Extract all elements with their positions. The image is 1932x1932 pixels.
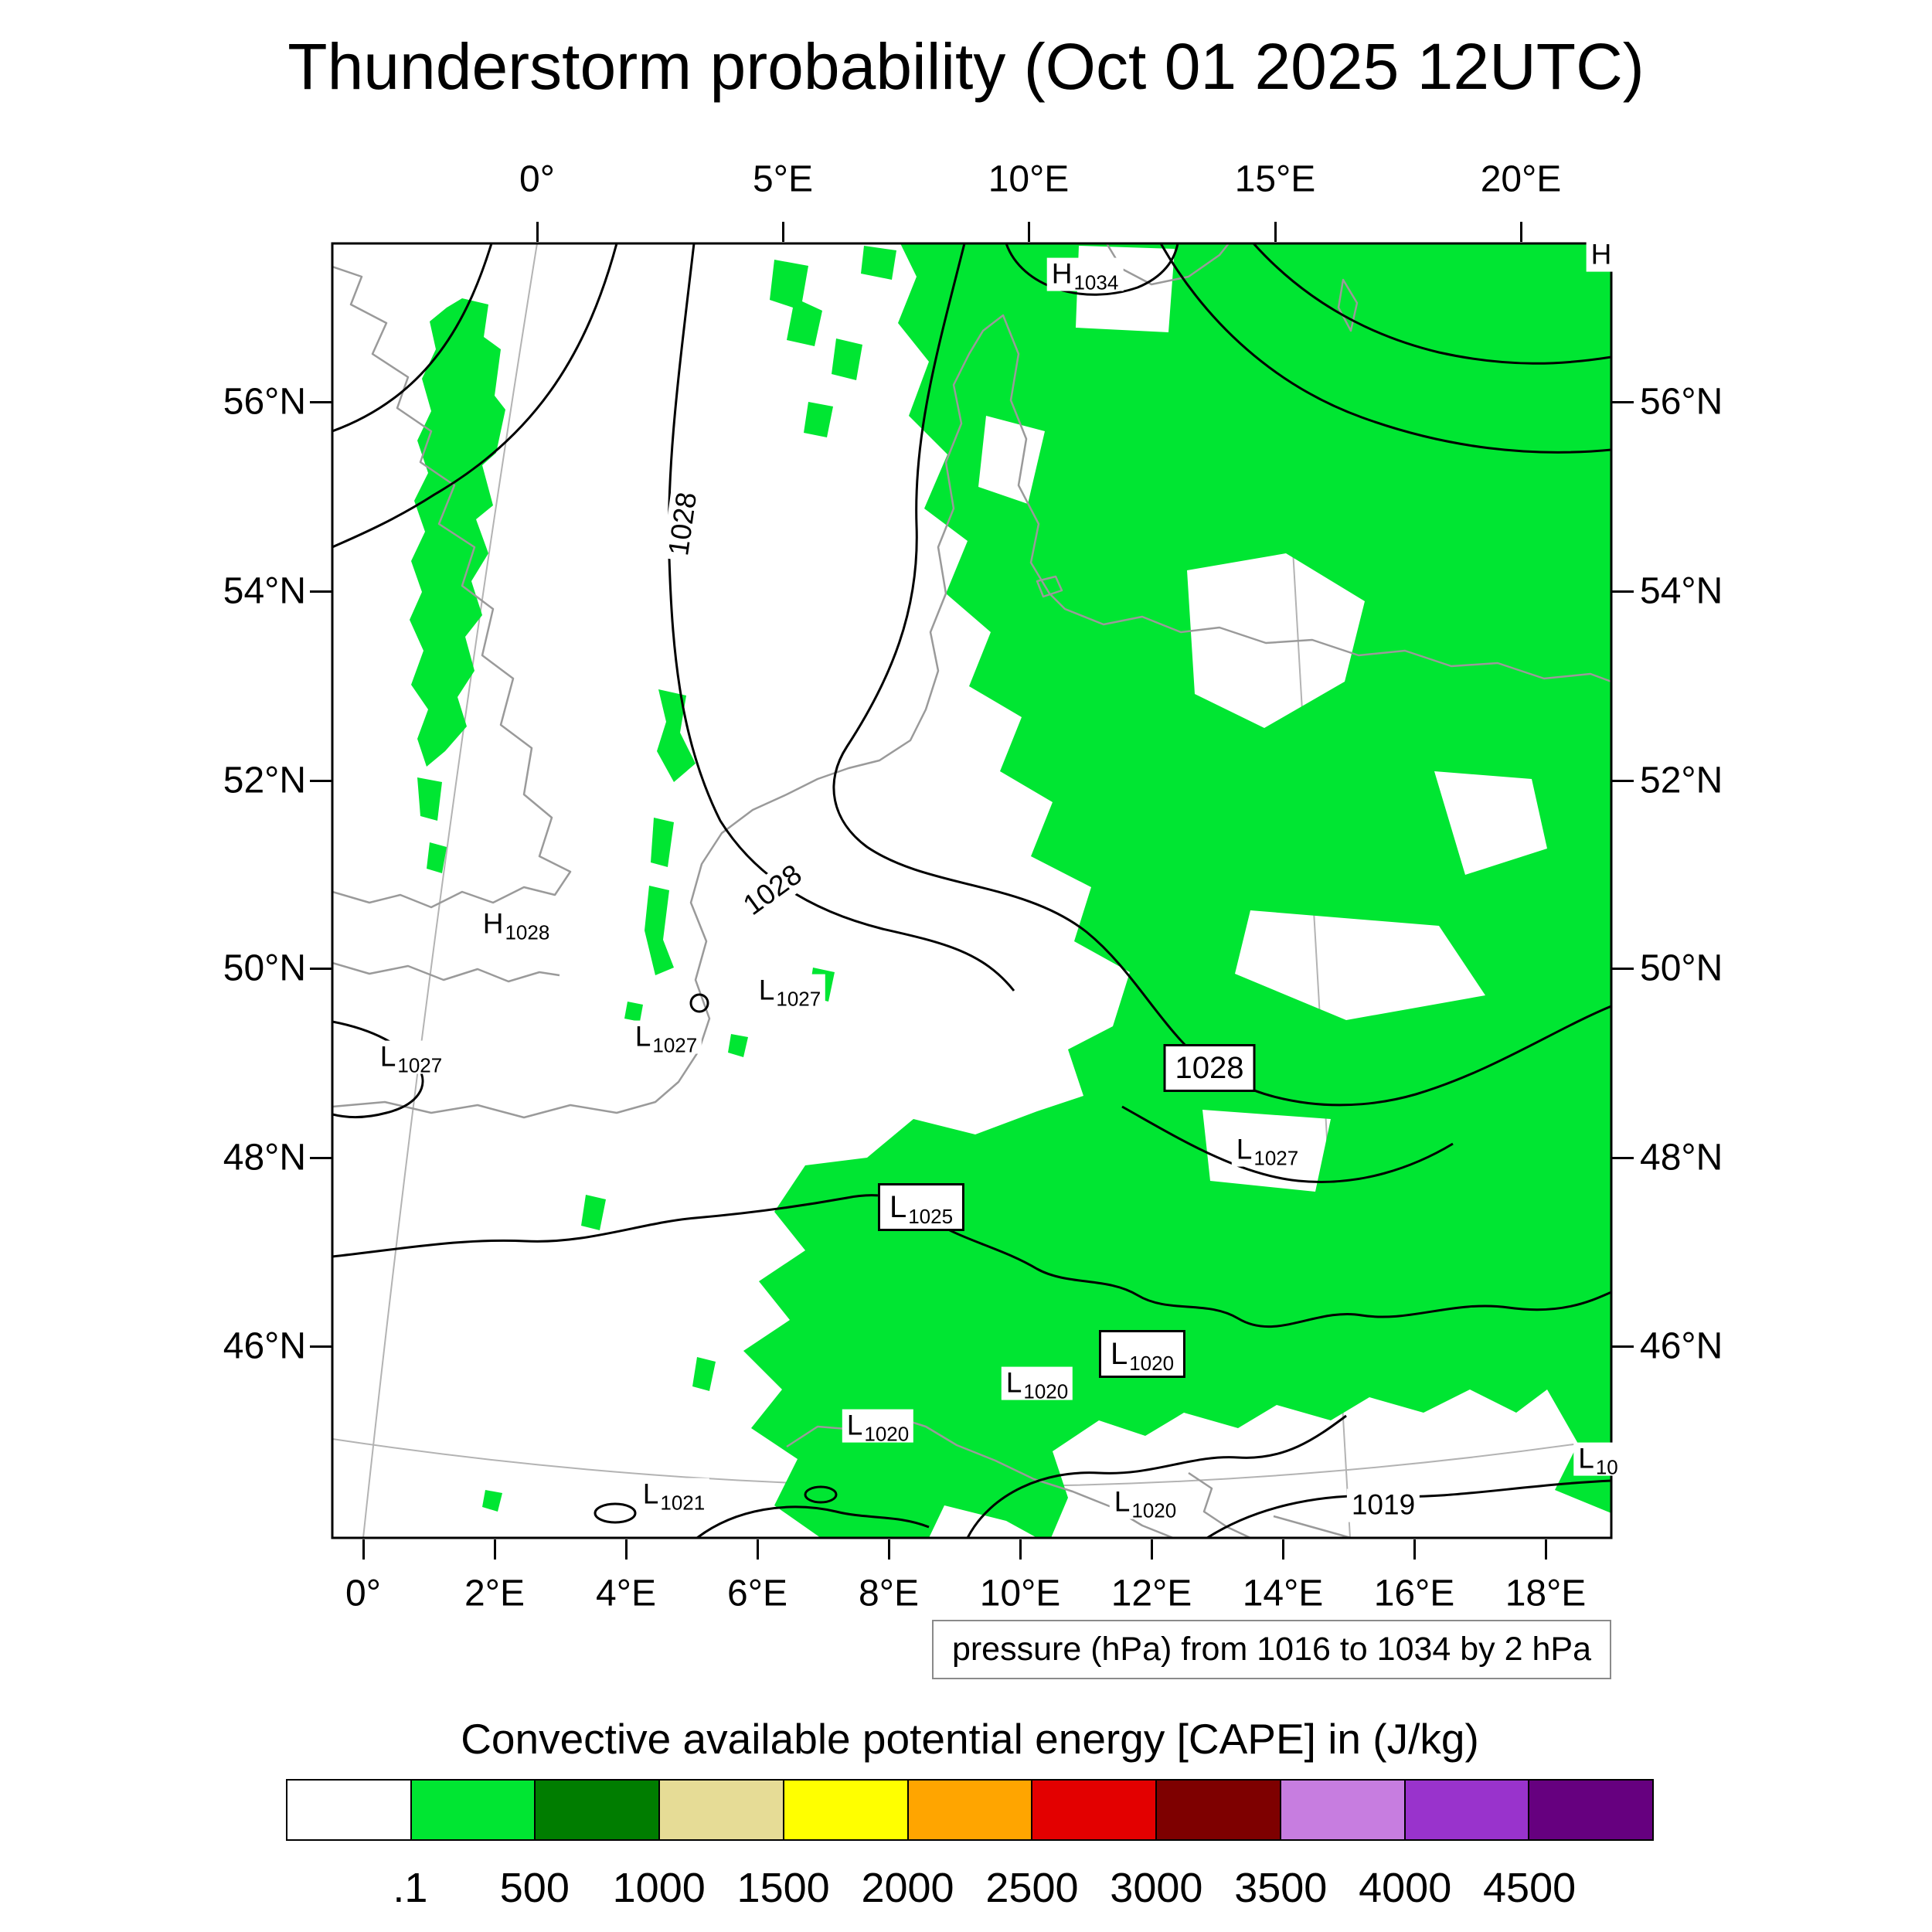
isobar-contour-closed <box>689 993 709 1013</box>
isobar-contour-1020 <box>966 1414 1347 1538</box>
cape-shaded-speck <box>645 886 674 975</box>
coastline-dalmatia <box>1273 1515 1352 1538</box>
cape-shaded-speck <box>624 1002 643 1022</box>
isobar-contour-high-corner <box>1159 243 1611 454</box>
coastline-istria <box>1188 1471 1251 1538</box>
isobar-contour-1028-east <box>832 243 1611 1107</box>
isobar-contour-1025 <box>332 1194 1611 1328</box>
colorbar-cell <box>411 1781 536 1839</box>
colorbar-cell <box>1032 1781 1158 1839</box>
cape-shaded-speck <box>427 842 447 873</box>
isobar-contour <box>332 243 618 549</box>
colorbar-cell <box>1529 1781 1653 1839</box>
cape-shaded-speck <box>804 402 833 437</box>
isobar-contour-closed <box>804 1485 838 1504</box>
cape-shaded-region-uk-north-sea <box>410 298 505 767</box>
cape-shaded-speck <box>651 818 674 867</box>
cape-shaded-region-baltic-alps <box>743 243 1611 1538</box>
colorbar-cell <box>1281 1781 1406 1839</box>
isobar-contour-1019 <box>1206 1479 1611 1538</box>
coastline-britain <box>332 265 572 909</box>
graticule-meridian-0e <box>362 243 538 1538</box>
isobar-contour-1028-west <box>667 243 1015 992</box>
colorbar-cell <box>784 1781 909 1839</box>
colorbar-title: Convective available potential energy [C… <box>461 1715 1479 1763</box>
colorbar-cell <box>908 1781 1033 1839</box>
colorbar-cell <box>660 1781 784 1839</box>
cape-shaded-speck <box>770 260 822 346</box>
isobar-contour <box>1121 1105 1454 1183</box>
colorbar-cell <box>1405 1781 1530 1839</box>
colorbar <box>286 1779 1654 1841</box>
isobar-contour-1034 <box>1005 243 1179 296</box>
cape-shaded-speck <box>728 1034 748 1057</box>
cape-shaded-speck <box>657 689 696 782</box>
isobar-contour-high-corner <box>1252 243 1611 365</box>
coastline-island <box>1337 278 1359 332</box>
colorbar-cell <box>287 1781 412 1839</box>
cape-shaded-speck <box>482 1490 502 1512</box>
coastline-south-england <box>332 961 560 983</box>
chart-title: Thunderstorm probability (Oct 01 2025 12… <box>287 30 1645 103</box>
isobar-contour-closed <box>594 1502 637 1524</box>
colorbar-cell <box>536 1781 661 1839</box>
isobar-contour-1027-low <box>332 1020 424 1118</box>
cape-shaded-speck <box>861 246 896 280</box>
pressure-caption: pressure (hPa) from 1016 to 1034 by 2 hP… <box>931 1620 1611 1679</box>
cape-shaded-speck <box>581 1195 606 1230</box>
cape-shaded-speck <box>832 338 862 380</box>
isobar-contour <box>332 243 493 433</box>
map-frame <box>331 242 1613 1539</box>
cape-shaded-speck <box>417 777 442 821</box>
colorbar-cell <box>1157 1781 1281 1839</box>
coastline-island <box>1036 575 1063 598</box>
cape-shaded-speck <box>808 968 835 1002</box>
isobar-contour-1020 <box>696 1505 930 1538</box>
cape-shaded-speck <box>692 1357 716 1391</box>
